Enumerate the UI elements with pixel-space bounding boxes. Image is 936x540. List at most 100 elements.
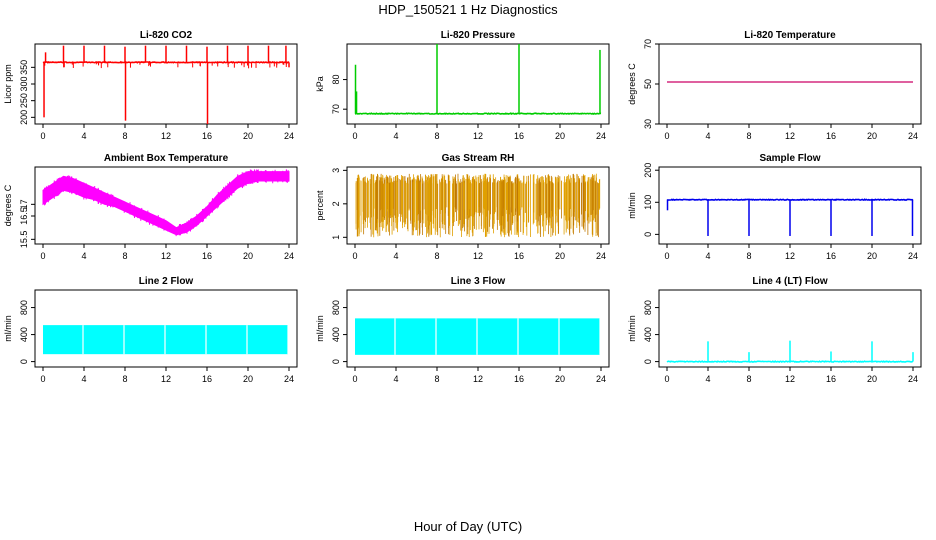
x-tick-label: 24 <box>596 131 606 141</box>
x-tick-label: 16 <box>514 131 524 141</box>
y-tick-label: 350 <box>19 60 29 75</box>
x-tick-label: 24 <box>908 131 918 141</box>
panel-8: Line 3 Flow ml/min 0 4 8 12 16 20 24 0 400 800 <box>315 276 610 384</box>
panel-title: Li-820 Temperature <box>744 30 836 41</box>
series-line-4 <box>666 340 914 363</box>
x-tick-label: 16 <box>202 251 212 261</box>
y-tick-label: 250 <box>19 93 29 108</box>
panel-title: Line 2 Flow <box>139 276 194 287</box>
x-tick-label: 24 <box>908 251 918 261</box>
x-tick-label: 16 <box>202 374 212 384</box>
x-tick-label: 20 <box>867 131 877 141</box>
series-co2 <box>42 45 290 124</box>
series-pressure <box>354 44 602 116</box>
x-tick-label: 24 <box>284 131 294 141</box>
series-line-3 <box>355 318 601 355</box>
series-box-temp <box>42 169 290 237</box>
panel-title: Line 3 Flow <box>451 276 506 287</box>
x-tick-label: 12 <box>785 251 795 261</box>
x-tick-label: 8 <box>434 374 439 384</box>
panel-9: Line 4 (LT) Flow ml/min 0 4 8 12 16 20 24 0 400 800 <box>627 276 922 384</box>
plot-frame <box>346 43 610 125</box>
x-tick-label: 0 <box>664 131 669 141</box>
y-axis-label: ml/min <box>315 315 325 342</box>
x-tick-label: 4 <box>393 374 398 384</box>
panel-3: Li-820 Temperature degrees C 0 4 8 12 16 20 24 30… <box>627 30 922 141</box>
data-line <box>666 360 913 363</box>
x-tick-label: 0 <box>40 374 45 384</box>
y-tick-label: 400 <box>643 327 653 342</box>
x-tick-label: 0 <box>352 131 357 141</box>
x-tick-label: 12 <box>473 251 483 261</box>
x-tick-label: 8 <box>746 374 751 384</box>
x-tick-label: 8 <box>434 131 439 141</box>
x-tick-label: 20 <box>555 374 565 384</box>
x-tick-label: 16 <box>826 131 836 141</box>
x-tick-label: 20 <box>555 251 565 261</box>
y-tick-label: 300 <box>19 76 29 91</box>
x-tick-label: 20 <box>867 374 877 384</box>
y-tick-label: 0 <box>19 359 29 364</box>
x-tick-label: 4 <box>705 251 710 261</box>
panel-title: Li-820 Pressure <box>441 30 516 41</box>
x-tick-label: 4 <box>81 374 86 384</box>
x-tick-label: 4 <box>81 131 86 141</box>
x-tick-label: 24 <box>284 374 294 384</box>
x-tick-label: 24 <box>908 374 918 384</box>
y-tick-label: 0 <box>643 359 653 364</box>
panel-title: Sample Flow <box>759 153 820 164</box>
x-tick-label: 16 <box>514 374 524 384</box>
y-axis-label: Licor ppm <box>3 64 13 104</box>
x-tick-label: 12 <box>161 251 171 261</box>
y-tick-label: 16.5 <box>19 207 29 225</box>
series-rh <box>355 173 601 238</box>
x-tick-label: 12 <box>473 374 483 384</box>
y-axis-label: kPa <box>315 76 325 92</box>
series-sample-flow <box>666 198 914 236</box>
x-tick-label: 12 <box>785 131 795 141</box>
x-tick-label: 4 <box>393 131 398 141</box>
series-line-2 <box>43 325 289 355</box>
y-tick-label: 800 <box>643 300 653 315</box>
x-tick-label: 4 <box>705 374 710 384</box>
y-tick-label: 70 <box>331 104 341 114</box>
x-tick-label: 0 <box>352 374 357 384</box>
x-tick-label: 16 <box>202 131 212 141</box>
y-axis-label: percent <box>315 190 325 221</box>
panel-title: Li-820 CO2 <box>140 30 193 41</box>
x-tick-label: 24 <box>596 374 606 384</box>
panel-6: Sample Flow ml/min 0 4 8 12 16 20 24 0 100 200 <box>627 153 922 261</box>
x-tick-label: 0 <box>352 251 357 261</box>
x-tick-label: 12 <box>473 131 483 141</box>
x-tick-label: 4 <box>393 251 398 261</box>
x-tick-label: 20 <box>243 374 253 384</box>
x-tick-label: 0 <box>40 251 45 261</box>
y-axis-label: ml/min <box>627 315 637 342</box>
x-tick-label: 4 <box>81 251 86 261</box>
x-tick-label: 8 <box>434 251 439 261</box>
x-tick-label: 16 <box>826 374 836 384</box>
x-tick-label: 8 <box>122 374 127 384</box>
y-axis-label: ml/min <box>627 192 637 219</box>
y-tick-label: 400 <box>19 327 29 342</box>
y-axis-label: degrees C <box>627 63 637 105</box>
panel-2: Li-820 Pressure kPa 0 4 8 12 16 20 24 70 80 <box>315 30 610 141</box>
y-tick-label: 50 <box>643 79 653 89</box>
x-tick-label: 12 <box>161 131 171 141</box>
data-line <box>354 112 602 116</box>
x-tick-label: 24 <box>596 251 606 261</box>
y-tick-label: 3 <box>331 168 341 173</box>
y-tick-label: 70 <box>643 39 653 49</box>
x-tick-label: 20 <box>243 251 253 261</box>
x-tick-label: 16 <box>826 251 836 261</box>
x-tick-label: 20 <box>555 131 565 141</box>
panel-1: Li-820 CO2 Licor ppm 0 4 8 12 16 20 24 200 250 3003… <box>3 30 298 141</box>
y-tick-label: 2 <box>331 201 341 206</box>
x-tick-label: 0 <box>664 251 669 261</box>
y-tick-label: 800 <box>331 300 341 315</box>
y-tick-label: 15.5 <box>19 231 29 249</box>
x-tick-label: 12 <box>785 374 795 384</box>
y-tick-label: 200 <box>19 110 29 125</box>
x-tick-label: 4 <box>705 131 710 141</box>
